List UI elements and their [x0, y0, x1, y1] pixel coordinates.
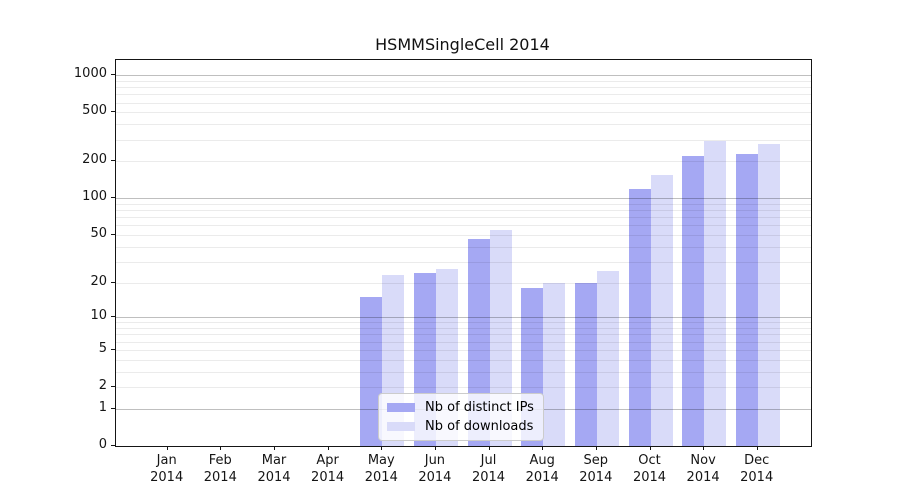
bar-distinct-ips: [735, 153, 758, 446]
x-axis-tick: [327, 446, 329, 450]
bar-downloads: [543, 282, 566, 446]
y-axis-tick: [111, 348, 115, 350]
gridline-minor: [116, 80, 811, 82]
x-axis-tick-label: Mar 2014: [257, 453, 291, 485]
y-axis-tick: [111, 111, 115, 113]
bar-downloads: [596, 271, 619, 446]
y-axis-tick: [111, 197, 115, 199]
x-axis-tick: [542, 446, 544, 450]
bar-downloads: [704, 140, 727, 446]
bar-downloads: [650, 175, 673, 446]
x-axis-tick: [488, 446, 490, 450]
chart-title: HSMMSingleCell 2014: [375, 35, 550, 54]
y-axis-tick: [111, 445, 115, 446]
y-axis-tick-label: 100: [82, 189, 107, 205]
x-axis-tick-label: Jun 2014: [418, 453, 452, 485]
y-axis-tick: [111, 386, 115, 387]
x-axis-tick-label: Apr 2014: [311, 453, 345, 485]
y-axis-tick-label: 5: [98, 340, 107, 356]
bar-distinct-ips: [682, 156, 705, 446]
y-axis-tick-label: 50: [90, 225, 107, 241]
gridline-minor: [116, 87, 811, 89]
legend-label-downloads: Nb of downloads: [425, 419, 534, 434]
legend-swatch-downloads: [387, 422, 415, 431]
x-axis-tick: [166, 446, 168, 450]
y-axis-tick-label: 200: [82, 152, 107, 168]
bar-downloads: [489, 229, 512, 446]
legend-item-downloads: Nb of downloads: [387, 418, 534, 435]
gridline-minor: [116, 112, 811, 114]
x-axis-tick: [595, 446, 597, 450]
y-axis-tick: [111, 281, 115, 283]
gridline-minor: [116, 102, 811, 104]
bar-distinct-ips: [574, 282, 597, 446]
y-axis-tick-label: 10: [90, 308, 107, 324]
bar-distinct-ips: [360, 297, 383, 446]
y-axis-tick-label: 1000: [73, 66, 107, 82]
legend-label-distinct-ips: Nb of distinct IPs: [425, 400, 534, 415]
y-axis-tick: [111, 316, 115, 318]
x-axis-tick-label: Jul 2014: [471, 453, 506, 485]
legend: Nb of distinct IPs Nb of downloads: [378, 393, 544, 441]
x-axis-tick: [274, 446, 275, 450]
y-axis-tick-label: 1: [98, 399, 107, 415]
gridline-minor: [116, 124, 811, 126]
y-axis-tick: [111, 160, 115, 162]
gridline-major: [116, 75, 811, 77]
y-axis-tick-label: 20: [90, 273, 107, 289]
x-axis-tick: [220, 446, 222, 450]
bar-downloads: [757, 144, 780, 446]
x-axis-tick-label: Jan 2014: [150, 453, 184, 485]
x-axis-tick-label: May 2014: [364, 453, 398, 485]
x-axis-tick: [381, 446, 383, 450]
x-axis-tick-label: Dec 2014: [740, 453, 774, 485]
x-axis-tick: [756, 446, 758, 450]
y-axis-tick: [111, 74, 115, 76]
y-axis-tick-label: 500: [82, 103, 107, 119]
x-axis-tick-label: Sep 2014: [579, 453, 613, 485]
y-axis-tick: [111, 407, 115, 409]
legend-item-distinct-ips: Nb of distinct IPs: [387, 399, 534, 416]
x-axis-tick-label: Nov 2014: [686, 453, 720, 485]
plot-area: [115, 59, 812, 447]
y-axis-tick-label: 0: [98, 437, 107, 452]
legend-swatch-distinct-ips: [387, 403, 415, 412]
x-axis-tick-label: Feb 2014: [203, 453, 237, 485]
x-axis-tick-label: Aug 2014: [525, 453, 559, 485]
x-axis-tick-label: Oct 2014: [632, 453, 667, 485]
x-axis-tick: [649, 446, 651, 450]
y-axis-tick-label: 2: [98, 378, 107, 393]
gridline-minor: [116, 94, 811, 96]
x-axis-tick: [434, 446, 436, 450]
y-axis-tick: [111, 233, 115, 235]
bar-distinct-ips: [628, 188, 651, 446]
x-axis-tick: [703, 446, 705, 450]
